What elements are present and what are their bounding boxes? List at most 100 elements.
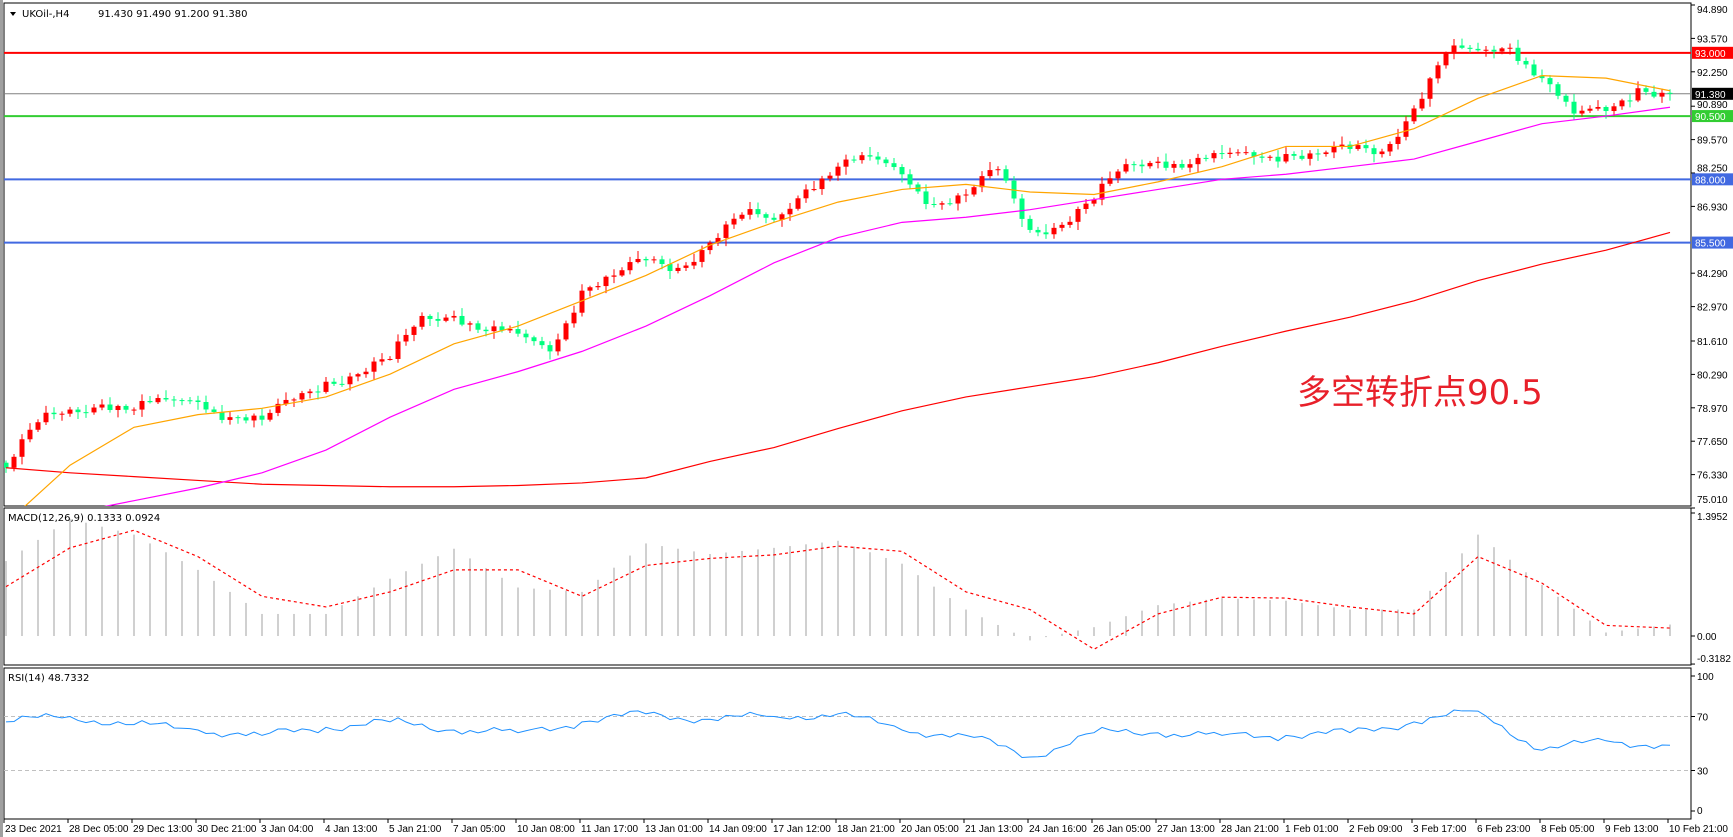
candle-body [467, 323, 473, 325]
rsi-pane[interactable] [3, 667, 1692, 820]
candle-body [427, 315, 433, 319]
candle-body [1595, 107, 1601, 109]
candle [1171, 160, 1177, 173]
price-tag-text: 91.380 [1695, 90, 1726, 101]
price-tag-text: 88.000 [1695, 175, 1726, 186]
candle-body [955, 195, 961, 204]
candle-body [411, 326, 417, 335]
candle-body [491, 326, 497, 332]
candle-body [1147, 162, 1153, 167]
candle-body [1235, 152, 1241, 154]
price-tag-85.500 [1692, 236, 1733, 249]
price-tag-88.000 [1692, 173, 1733, 186]
candle [675, 263, 681, 274]
candle [235, 415, 241, 424]
candle-body [1555, 84, 1561, 96]
price-axis-label: 94.890 [1697, 5, 1728, 16]
candle-body [1451, 45, 1457, 53]
candle-body [787, 208, 793, 215]
candle [1251, 150, 1257, 165]
candle [515, 320, 521, 337]
price-axis-label: 81.610 [1697, 337, 1728, 348]
candle-body [587, 287, 593, 291]
candle-body [1091, 199, 1097, 204]
window-border [0, 0, 3, 837]
moving-average-mid [103, 106, 1671, 506]
candle-body [1635, 88, 1641, 101]
candle-body [1379, 151, 1385, 155]
time-axis-label: 10 Jan 08:00 [517, 824, 575, 835]
price-axis-label: 93.570 [1697, 34, 1728, 45]
collapse-triangle-icon[interactable] [10, 12, 16, 16]
candle [1379, 148, 1385, 158]
candle-body [291, 399, 297, 401]
candle-body [203, 401, 209, 410]
main-pane[interactable] [3, 2, 1692, 507]
candle-body [387, 358, 393, 360]
candle-body [1483, 49, 1489, 51]
candle [1195, 153, 1201, 173]
candle-body [83, 412, 89, 414]
candle-body [11, 456, 17, 468]
candle-body [147, 400, 153, 403]
candle-body [1499, 48, 1505, 52]
candle-body [1323, 152, 1329, 155]
candle-body [1363, 145, 1369, 149]
candle-body [683, 265, 689, 268]
candle [939, 201, 945, 210]
candle-body [195, 400, 201, 402]
candle [1027, 215, 1033, 233]
candle-body [1651, 91, 1657, 97]
time-axis-label: 26 Jan 05:00 [1093, 824, 1151, 835]
candle-body [99, 404, 105, 408]
candle-body [19, 439, 25, 457]
price-tag-text: 90.500 [1695, 112, 1726, 123]
candle-body [819, 178, 825, 190]
candle-body [531, 337, 537, 342]
candle [899, 164, 905, 183]
candle [1403, 116, 1409, 141]
candle [979, 171, 985, 193]
candle-body [603, 276, 609, 287]
candle-body [1603, 107, 1609, 112]
candle-body [1507, 47, 1513, 49]
candle [563, 320, 569, 342]
candle [115, 404, 121, 418]
candle-body [867, 155, 873, 157]
macd-signal-line [5, 529, 1671, 650]
candle-body [227, 417, 233, 420]
candle-body [1083, 203, 1089, 209]
candle-body [1283, 154, 1289, 162]
candle-body [971, 187, 977, 195]
candle [1451, 38, 1457, 60]
time-axis-label: 2 Feb 09:00 [1349, 824, 1403, 835]
candle-body [771, 217, 777, 220]
candle [1419, 92, 1425, 111]
candle [1115, 169, 1121, 183]
candle [395, 334, 401, 363]
candle [1459, 38, 1465, 50]
candle [907, 169, 913, 190]
candle [619, 267, 625, 277]
candle [91, 403, 97, 415]
candle-body [947, 203, 953, 205]
candle [1483, 45, 1489, 57]
candle-body [395, 341, 401, 359]
candle [1331, 141, 1337, 159]
candle [387, 356, 393, 361]
candle [107, 397, 113, 413]
candle [171, 396, 177, 407]
candle-body [1371, 148, 1377, 155]
candle [1643, 85, 1649, 96]
candle [43, 405, 49, 426]
candle [491, 320, 497, 339]
candle-body [283, 399, 289, 404]
candle [867, 147, 873, 161]
candle-body [331, 381, 337, 384]
rsi-axis-label: 0 [1697, 806, 1703, 817]
candle-body [347, 376, 353, 385]
candle-body [1019, 198, 1025, 219]
macd-pane[interactable] [3, 507, 1692, 666]
candle-body [355, 374, 361, 377]
